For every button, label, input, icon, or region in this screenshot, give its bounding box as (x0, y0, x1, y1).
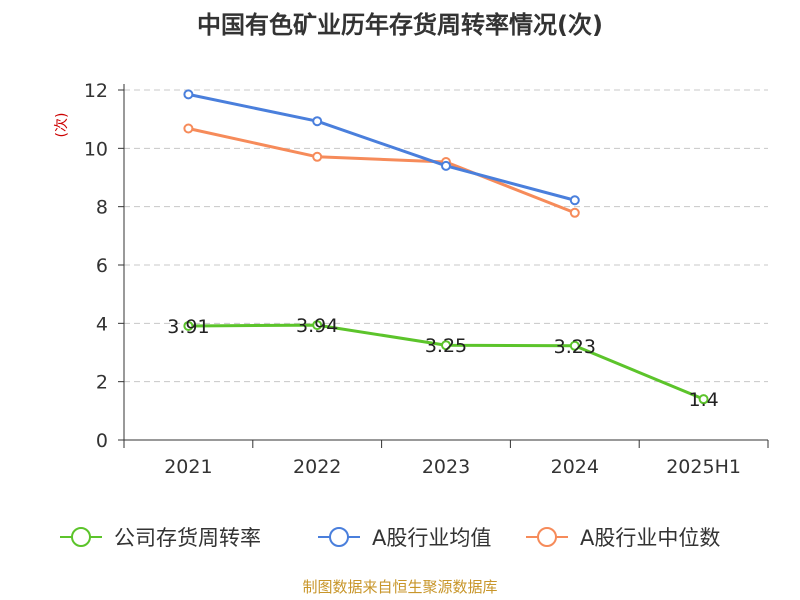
legend-marker (71, 527, 91, 547)
y-tick-label: 8 (96, 197, 108, 219)
series-line-1 (188, 92, 576, 202)
data-point[interactable] (569, 340, 580, 351)
data-point[interactable] (441, 340, 451, 351)
data-point[interactable] (698, 394, 709, 405)
series-line-2 (188, 127, 576, 215)
chart-title: 中国有色矿业历年存货周转率情况(次) (197, 11, 603, 39)
y-tick-label: 12 (84, 80, 108, 102)
series-layer (183, 89, 709, 405)
data-label: 3.94 (296, 315, 338, 337)
data-point[interactable] (183, 320, 194, 331)
x-tick-label: 2024 (551, 456, 599, 478)
y-tick-label: 2 (96, 372, 108, 394)
x-tick-label: 2025H1 (666, 456, 741, 478)
legend-label: A股行业均值 (372, 526, 491, 550)
legend-item-0[interactable]: 公司存货周转率 (60, 526, 261, 550)
y-tick-label: 6 (96, 255, 108, 277)
data-point[interactable] (569, 207, 580, 218)
data-point[interactable] (183, 123, 194, 134)
x-tick-label: 2023 (422, 456, 470, 478)
data-point[interactable] (312, 116, 323, 127)
legend-label: 公司存货周转率 (114, 526, 261, 550)
x-tick-label: 2022 (293, 456, 341, 478)
data-labels: 3.91 3.94 3.25 3.23 1.4 (167, 315, 718, 411)
data-label: 1.4 (688, 389, 718, 411)
data-label: 3.23 (554, 336, 596, 358)
legend: 公司存货周转率 A股行业均值 A股行业中位数 (60, 526, 720, 550)
data-point[interactable] (312, 320, 323, 331)
y-tick-label: 0 (96, 430, 108, 452)
y-tick-label: 10 (84, 138, 108, 160)
y-tick-label: 4 (96, 313, 108, 335)
legend-item-1[interactable]: A股行业均值 (318, 526, 491, 550)
source-note: 制图数据来自恒生聚源数据库 (302, 578, 497, 596)
axes: 0 2 4 6 8 10 12 2021 2022 2023 2024 2025H1 (84, 80, 769, 478)
data-label: 3.25 (425, 335, 467, 357)
data-point[interactable] (312, 151, 323, 162)
x-tick-label: 2021 (164, 456, 212, 478)
legend-marker (329, 527, 349, 547)
y-axis-label: (次) (54, 113, 70, 138)
legend-item-2[interactable]: A股行业中位数 (526, 526, 720, 550)
data-point[interactable] (569, 195, 580, 206)
legend-label: A股行业中位数 (580, 526, 720, 550)
legend-marker (537, 527, 557, 547)
data-point[interactable] (183, 89, 194, 100)
grid-lines (124, 89, 768, 383)
data-point[interactable] (441, 160, 451, 171)
data-label: 3.91 (167, 316, 209, 338)
